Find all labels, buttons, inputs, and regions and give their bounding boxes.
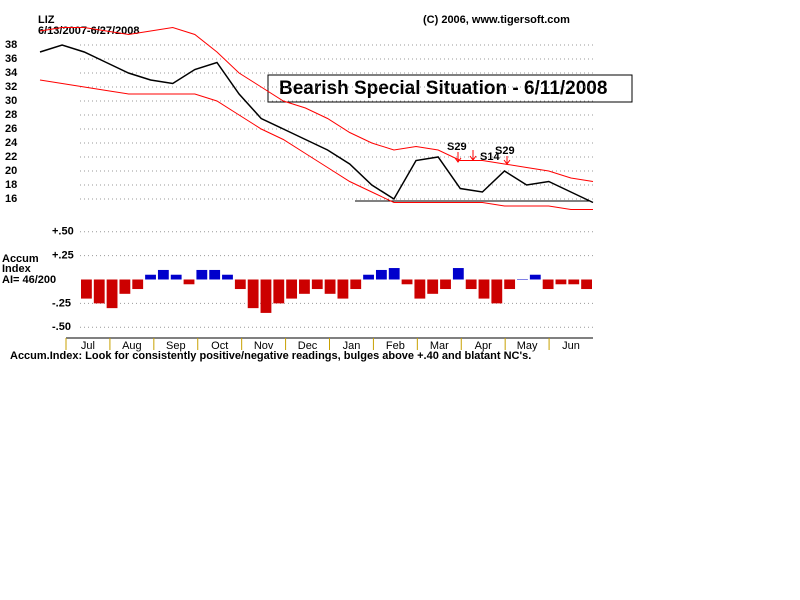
y-tick-label: 24 xyxy=(5,137,18,149)
accum-bar xyxy=(337,279,349,299)
accum-bar xyxy=(196,269,208,280)
x-tick-label: Feb xyxy=(386,340,405,352)
accum-bar xyxy=(106,279,118,309)
y-tick-label: 20 xyxy=(5,165,17,177)
signal: S14 xyxy=(480,151,500,163)
x-tick-label: May xyxy=(517,340,538,352)
accum-bar xyxy=(209,269,221,280)
accum-bar xyxy=(427,279,439,294)
copyright: (C) 2006, www.tigersoft.com xyxy=(423,14,570,26)
accum-bar xyxy=(299,279,310,294)
accum-bar xyxy=(414,279,426,299)
y-tick-label: 18 xyxy=(5,179,17,191)
accum-bar xyxy=(260,279,272,313)
x-tick-label: Sep xyxy=(166,340,186,352)
accum-bar xyxy=(222,274,233,280)
y-tick-label: 28 xyxy=(5,109,17,121)
x-tick-label: Apr xyxy=(475,340,492,352)
panel-title: Accum xyxy=(2,253,39,265)
x-tick-label: Oct xyxy=(211,340,228,352)
accum-bar xyxy=(388,268,400,280)
y-tick-label: 22 xyxy=(5,151,17,163)
x-tick-label: Jul xyxy=(81,340,95,352)
accum-bar xyxy=(465,279,477,290)
accum-bar xyxy=(247,279,259,309)
y-tick-label: +.50 xyxy=(52,226,74,238)
band xyxy=(39,26,594,182)
y-tick-label: 38 xyxy=(5,39,17,51)
x-tick-label: Mar xyxy=(430,340,449,352)
panel-subtitle: Index xyxy=(2,263,32,275)
accum-bar xyxy=(452,268,464,280)
x-tick-label: Jan xyxy=(343,340,361,352)
annotation-box xyxy=(267,74,633,103)
y-tick-label: 30 xyxy=(5,95,17,107)
y-tick-label: 36 xyxy=(5,53,17,65)
accum-bar xyxy=(234,279,246,290)
accum-bar xyxy=(529,274,541,280)
accum-bar xyxy=(363,274,374,280)
accum-bar xyxy=(491,279,503,304)
x-tick-label: Nov xyxy=(254,340,274,352)
accum-bar xyxy=(273,279,285,304)
accum-bar xyxy=(542,279,554,290)
y-tick-label: -.25 xyxy=(52,297,71,309)
date-range: 6/13/2007-6/27/2008 xyxy=(38,25,140,37)
y-tick-label: 34 xyxy=(5,67,18,79)
y-tick-label: +.25 xyxy=(52,250,74,262)
accum-bar xyxy=(183,279,195,285)
accum-bar xyxy=(478,279,490,299)
band xyxy=(39,79,593,210)
x-tick-label: Jun xyxy=(562,340,580,352)
accum-bar xyxy=(440,279,451,290)
accum-bar xyxy=(81,279,92,299)
ticker: LIZ xyxy=(38,14,55,26)
y-tick-label: 26 xyxy=(5,123,17,135)
price-line xyxy=(39,44,594,204)
accum-bar xyxy=(375,269,387,280)
accum-bar xyxy=(555,279,567,285)
annotation: Bearish Special Situation - 6/11/2008 xyxy=(279,78,607,99)
accum-bar xyxy=(568,279,580,285)
note: Accum.Index: Look for consistently posit… xyxy=(10,350,531,362)
accum-bar xyxy=(504,279,516,290)
x-tick-label: Aug xyxy=(122,340,142,352)
accum-bar xyxy=(286,279,298,299)
y-tick-label: -.50 xyxy=(52,321,71,333)
accum-bar xyxy=(517,279,528,280)
y-tick-label: 16 xyxy=(5,193,17,205)
signal: S29 xyxy=(447,141,467,153)
signal: S29 xyxy=(495,145,515,157)
x-tick-label: Dec xyxy=(298,340,318,352)
accum-bar xyxy=(170,274,182,280)
accum-bar xyxy=(350,279,362,290)
accum-bar xyxy=(324,279,336,294)
accum-bar xyxy=(157,269,169,280)
accum-bar xyxy=(145,274,156,280)
accum-bar xyxy=(581,279,592,290)
accum-bar xyxy=(132,279,144,290)
accum-bar xyxy=(311,279,323,290)
y-tick-label: 32 xyxy=(5,81,17,93)
accum-bar xyxy=(119,279,131,294)
accum-bar xyxy=(93,279,105,304)
ai-label: AI= 46/200 xyxy=(2,274,56,286)
accum-bar xyxy=(401,279,413,285)
